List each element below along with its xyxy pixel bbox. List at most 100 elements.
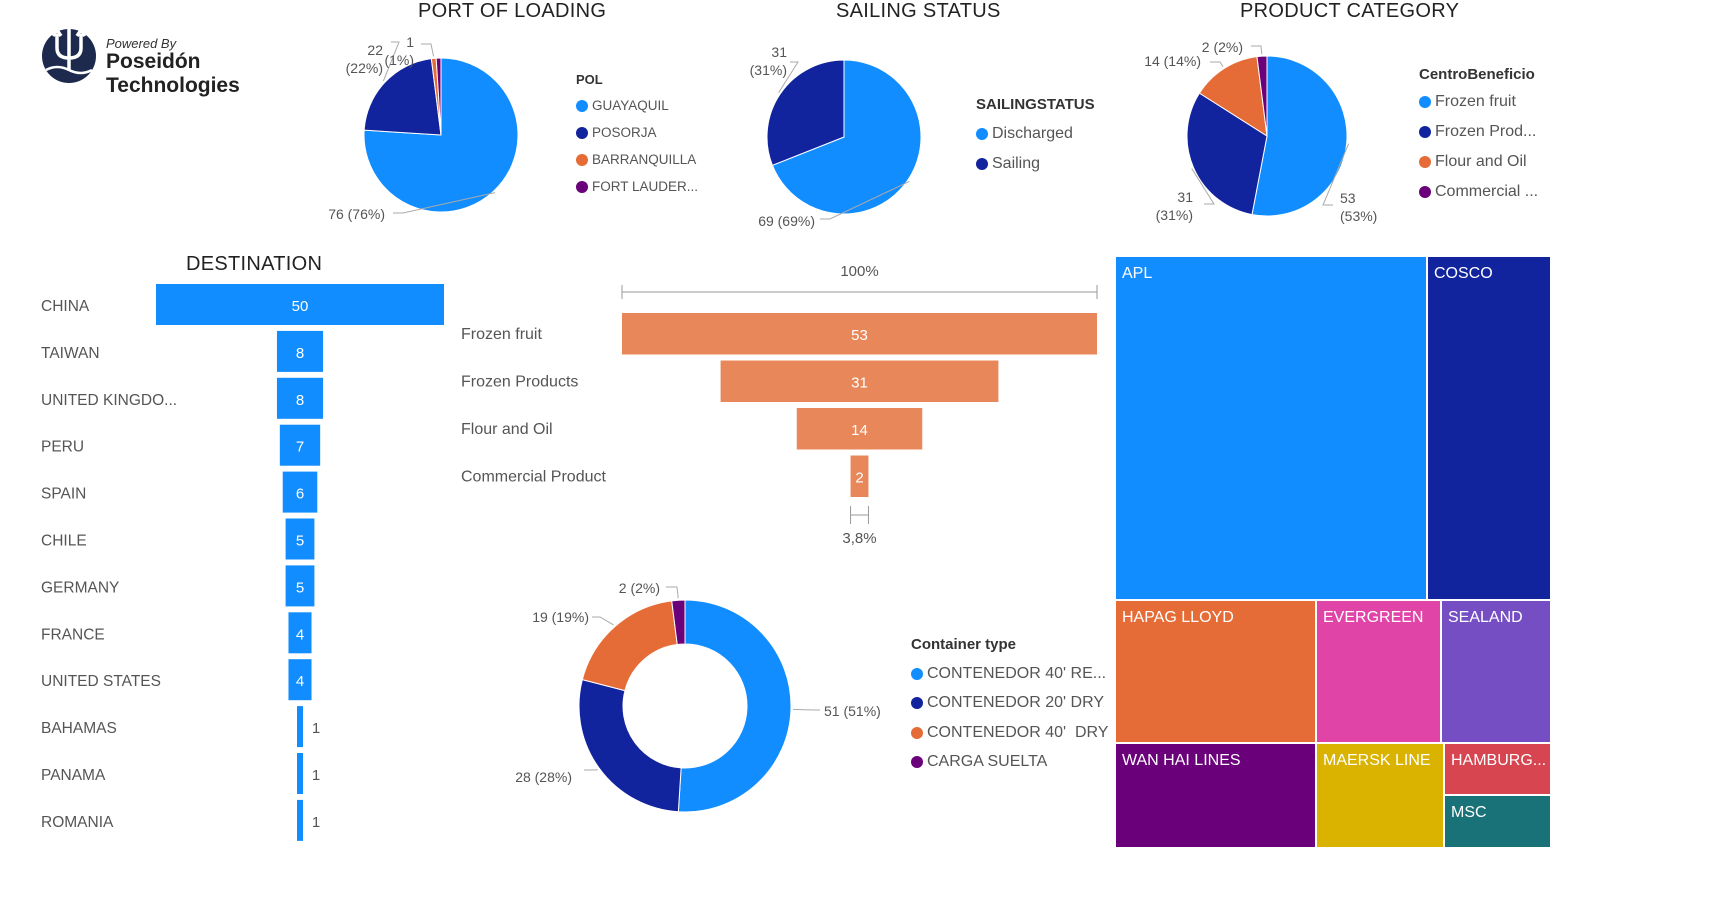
legend-dot-icon	[576, 126, 588, 139]
destination-bar[interactable]	[297, 753, 303, 794]
funnel-bar[interactable]	[850, 455, 869, 498]
legend-dot-icon	[911, 697, 923, 710]
pie-slice-sailing[interactable]	[766, 59, 845, 166]
category-legend-item[interactable]: Frozen Prod...	[1419, 117, 1538, 147]
pie-data-label: 22	[367, 42, 383, 58]
funnel-bar[interactable]	[720, 360, 999, 403]
destination-category-label: CHILE	[41, 533, 87, 550]
category-legend-label: Frozen fruit	[1435, 93, 1516, 110]
pie-slice-contenedor-20-dry[interactable]	[578, 679, 682, 813]
pie-slice-commercial-product[interactable]	[1256, 55, 1268, 137]
destination-bar-value: 4	[296, 673, 304, 690]
destination-bar-value: 1	[312, 767, 320, 784]
trident-logo-icon	[42, 14, 96, 83]
category-legend-item[interactable]: Flour and Oil	[1419, 147, 1538, 177]
treemap-tile-label: COSCO	[1434, 265, 1493, 282]
destination-bar-value: 5	[296, 579, 304, 596]
container-legend-label: CONTENEDOR 40' RE...	[927, 664, 1107, 682]
pie-slice-fort-lauderdale[interactable]	[435, 57, 442, 136]
funnel-category-label: Frozen Products	[461, 374, 578, 391]
pol-legend-item[interactable]: FORT LAUDER...	[576, 173, 698, 200]
destination-bar[interactable]	[276, 377, 324, 419]
funnel-bar-value: 31	[851, 375, 868, 392]
destination-category-label: ROMANIA	[41, 814, 114, 831]
legend-dot-icon	[911, 726, 923, 739]
destination-bar-value: 5	[296, 533, 304, 550]
category-legend-item[interactable]: Commercial ...	[1419, 177, 1538, 207]
sailing-legend-item[interactable]: Discharged	[976, 119, 1095, 149]
destination-bar[interactable]	[285, 518, 315, 560]
container-legend-label: CONTENEDOR 20' DRY	[927, 694, 1105, 712]
destination-bar[interactable]	[279, 424, 321, 466]
treemap-tile-label: HAPAG LLOYD	[1122, 609, 1234, 626]
pie-slice-discharged[interactable]	[771, 59, 922, 215]
pol-legend-label: FORT LAUDER...	[592, 179, 699, 194]
destination-category-label: BAHAMAS	[41, 720, 117, 737]
sailing-legend: SAILINGSTATUS Discharged Sailing	[976, 96, 1095, 179]
sailing-legend-item[interactable]: Sailing	[976, 149, 1095, 179]
container-legend-item[interactable]: CONTENEDOR 20' DRY	[911, 689, 1108, 719]
pol-legend-item[interactable]: GUAYAQUIL	[576, 92, 698, 119]
pie-data-label: 31	[771, 44, 787, 60]
funnel-bar[interactable]	[622, 313, 1097, 355]
legend-dot-icon	[911, 667, 923, 680]
container-legend-item[interactable]: CARGA SUELTA	[911, 748, 1108, 778]
pol-legend-item[interactable]: POSORJA	[576, 119, 698, 146]
legend-dot-icon	[1419, 156, 1431, 168]
destination-category-label: UNITED STATES	[41, 673, 161, 690]
destination-bar[interactable]	[297, 799, 303, 841]
category-legend-label: Flour and Oil	[1435, 153, 1527, 170]
pie-slice-contenedor-40-dry[interactable]	[581, 600, 678, 692]
funnel-bar[interactable]	[796, 408, 923, 450]
pie-slice-frozen-fruit[interactable]	[1251, 55, 1348, 217]
destination-bar[interactable]	[276, 330, 324, 372]
destination-chart-title: DESTINATION	[186, 253, 323, 275]
pie-slice-contenedor-40-reefer[interactable]	[677, 599, 792, 813]
treemap-tile-label: WAN HAI LINES	[1122, 752, 1241, 769]
logo: Powered By Poseidón Technologies	[40, 14, 320, 97]
legend-dot-icon	[576, 180, 588, 193]
pie-data-label: 69 (69%)	[758, 213, 815, 229]
container-legend-item[interactable]: CONTENEDOR 40' DRY	[911, 718, 1108, 748]
destination-bar-value: 8	[296, 345, 304, 362]
destination-bar-value: 4	[296, 626, 304, 643]
treemap-tile-maersk-line[interactable]	[1315, 742, 1445, 848]
pie-data-label: 53	[1340, 190, 1356, 206]
pie-slice-carga-suelta[interactable]	[671, 599, 686, 646]
legend-dot-icon	[576, 99, 588, 112]
legend-dot-icon	[576, 153, 588, 166]
treemap-tile-hapag-lloyd[interactable]	[1115, 599, 1317, 744]
destination-bar-value: 7	[296, 439, 304, 456]
destination-bar-value: 50	[292, 298, 309, 315]
treemap-tile-apl[interactable]	[1115, 256, 1428, 601]
destination-bar-value: 6	[296, 486, 304, 503]
destination-bar[interactable]	[156, 284, 444, 325]
destination-bar[interactable]	[297, 706, 303, 748]
legend-dot-icon	[976, 128, 988, 140]
destination-category-label: PERU	[41, 439, 84, 456]
legend-dot-icon	[1419, 126, 1431, 138]
legend-dot-icon	[1419, 186, 1431, 198]
pie-slice-posorja[interactable]	[363, 58, 442, 136]
funnel-top-percent: 100%	[840, 263, 878, 280]
logo-brand-name: Poseidón Technologies	[106, 50, 240, 97]
destination-bar[interactable]	[285, 565, 315, 607]
pie-data-label: 2 (2%)	[1202, 39, 1243, 55]
destination-bar[interactable]	[288, 612, 312, 654]
treemap-tile-cosco[interactable]	[1426, 256, 1551, 601]
pol-legend-label: GUAYAQUIL	[592, 98, 669, 113]
category-legend-item[interactable]: Frozen fruit	[1419, 87, 1538, 117]
destination-bar[interactable]	[288, 659, 312, 701]
treemap-tile-evergreen[interactable]	[1315, 599, 1442, 744]
treemap-tile-msc[interactable]	[1443, 794, 1551, 848]
pol-legend-item[interactable]: BARRANQUILLA	[576, 146, 698, 173]
legend-dot-icon	[1419, 96, 1431, 108]
treemap-tile-wan-hai-lines[interactable]	[1115, 742, 1317, 848]
treemap-tile-hamburg-sud[interactable]	[1443, 742, 1551, 796]
container-donut-chart: 51 (51%) 28 (28%) 19 (19%) 2 (2%)	[515, 580, 881, 813]
container-legend-label: CARGA SUELTA	[927, 753, 1048, 771]
container-legend-item[interactable]: CONTENEDOR 40' RE...	[911, 659, 1108, 689]
pie-slice-flour-and-oil[interactable]	[1198, 56, 1268, 137]
destination-bar[interactable]	[282, 471, 318, 513]
treemap-tile-sealand[interactable]	[1440, 599, 1551, 744]
